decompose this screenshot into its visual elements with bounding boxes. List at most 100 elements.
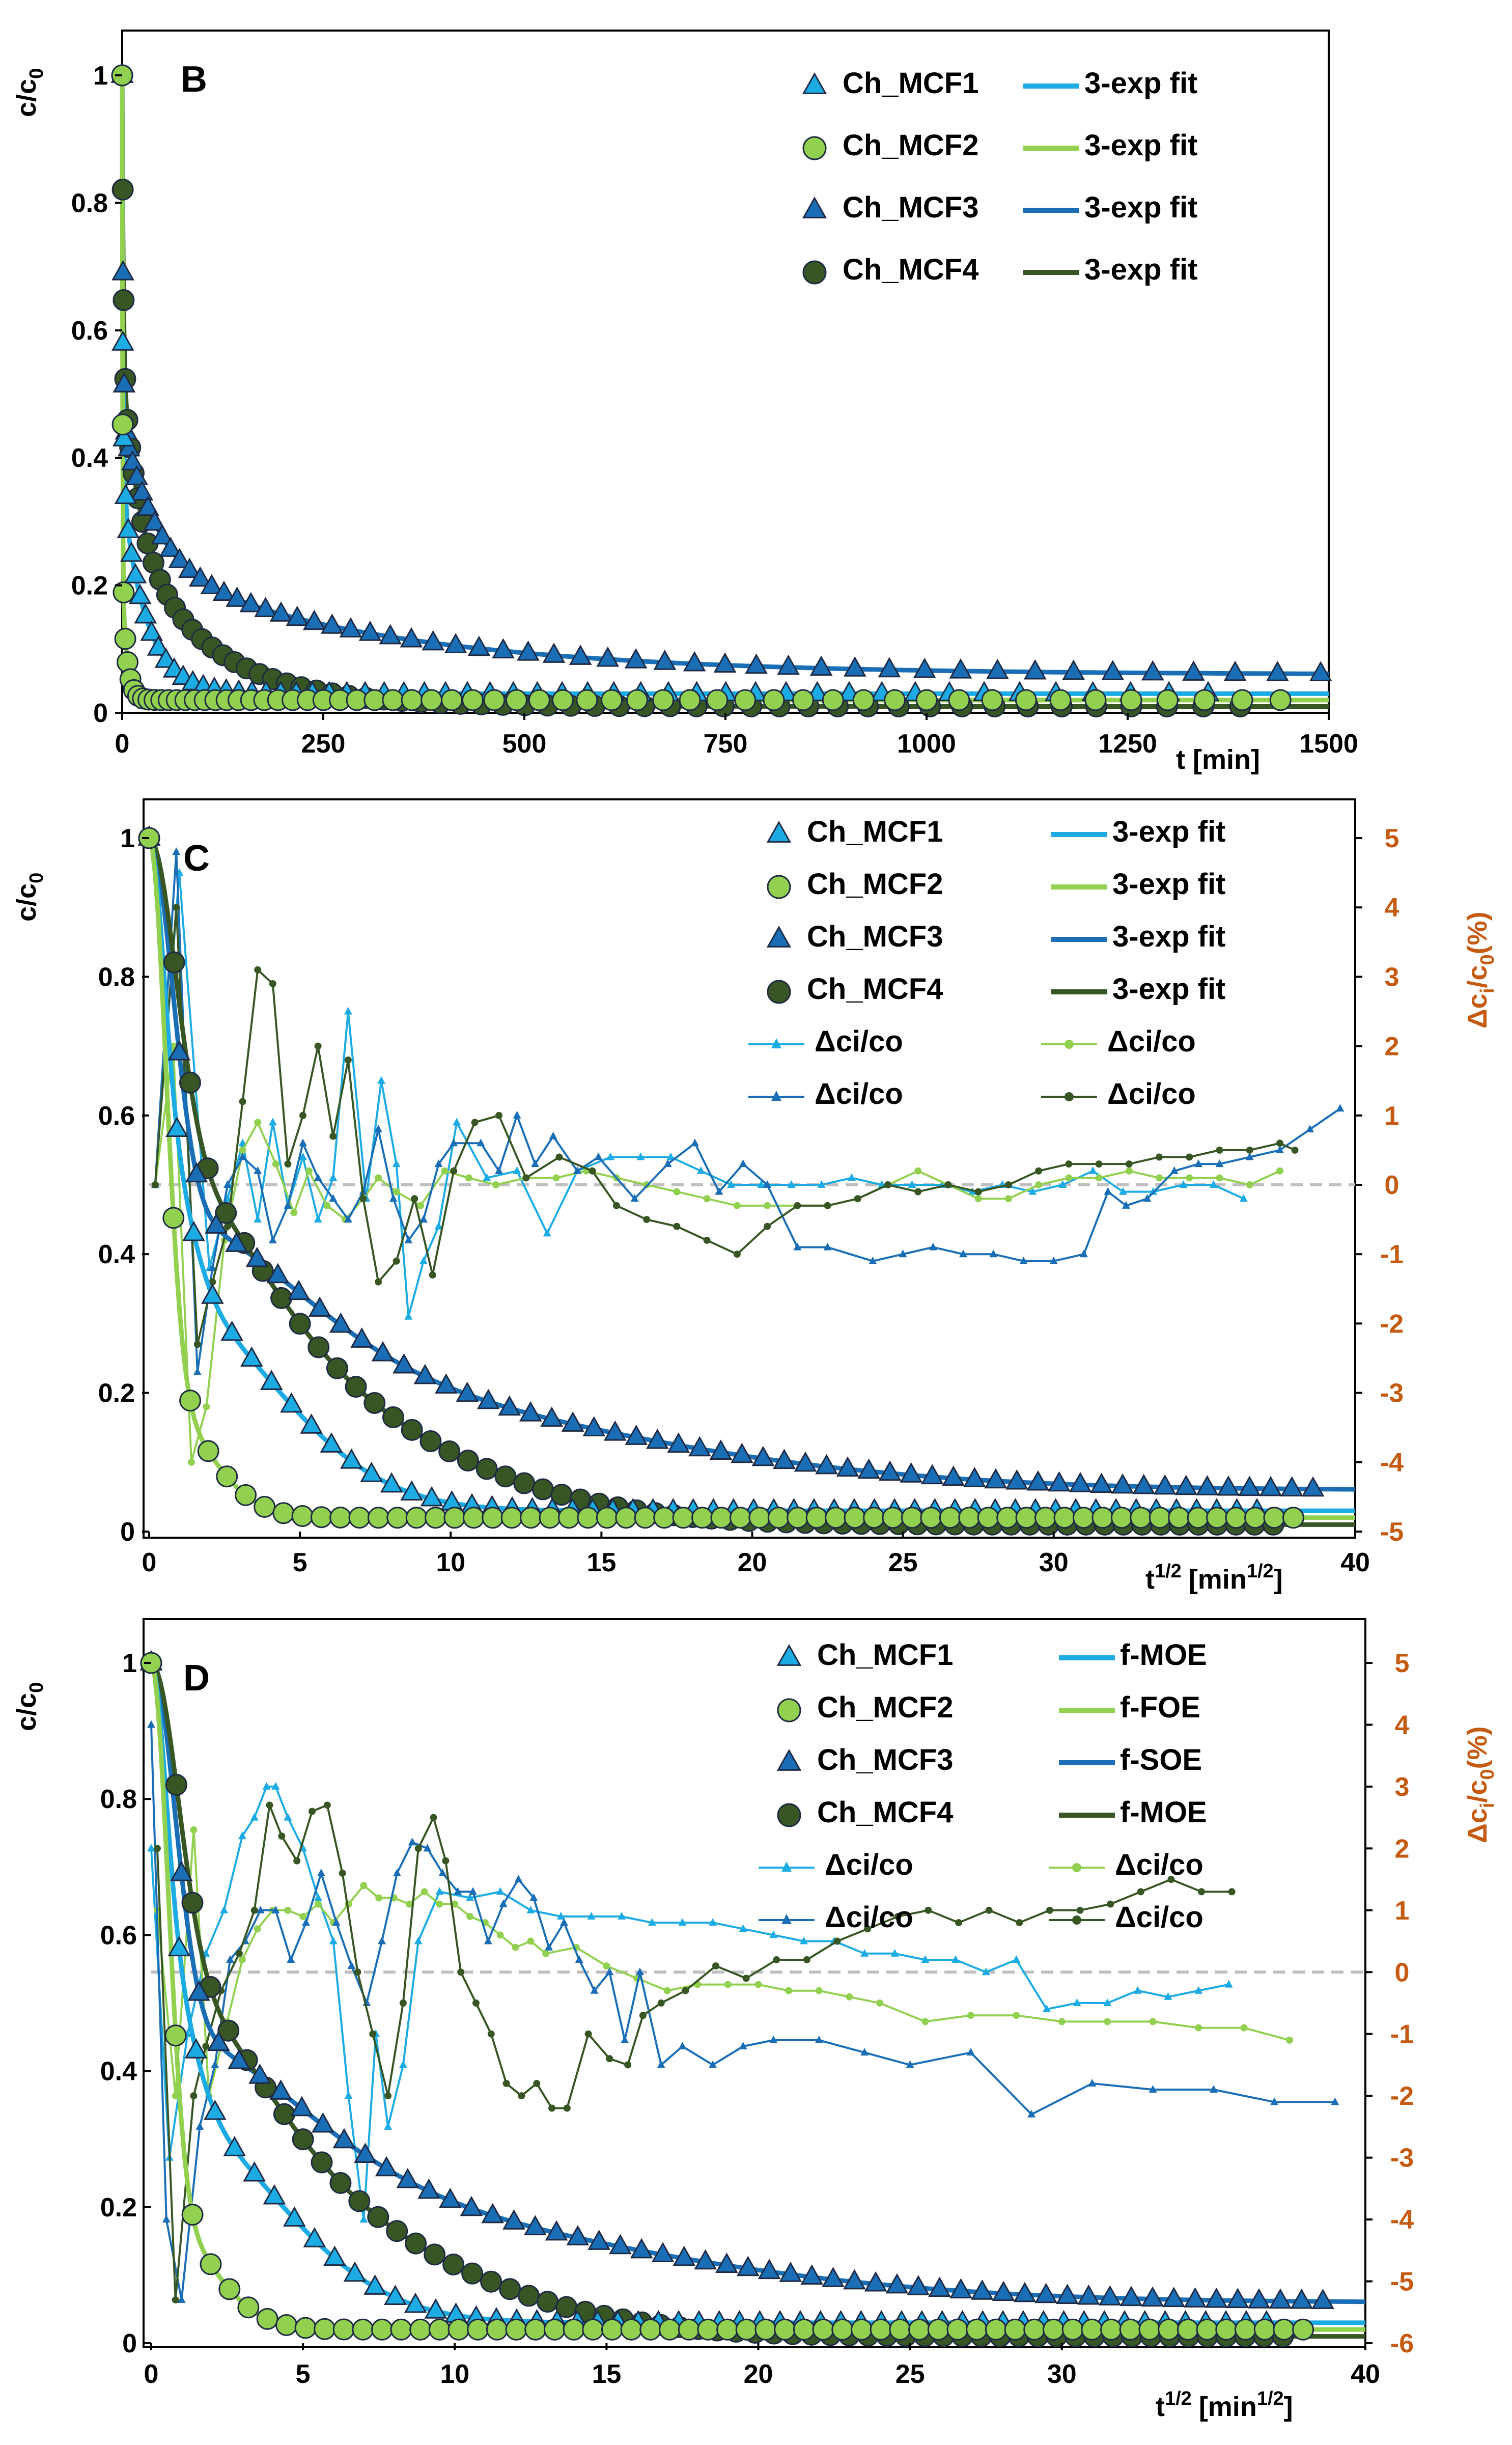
c-data-point-mcf2: [844, 1507, 866, 1529]
c-residual-point-mcf2: [552, 1174, 560, 1182]
d-data-point-mcf3: [949, 2278, 972, 2299]
d-data-point-mcf2: [1196, 2318, 1218, 2341]
d-residual-point-mcf3: [287, 1955, 295, 1963]
d-data-point-mcf3: [758, 2259, 781, 2280]
c-data-point-mcf4: [401, 1419, 423, 1441]
c-legend-label: Δci/co: [1107, 1025, 1196, 1058]
d-residual-point-mcf1: [466, 1893, 474, 1901]
c-xtick-label: 10: [436, 1548, 465, 1577]
c-residual-point-mcf3: [763, 1180, 772, 1188]
c-residual-point-mcf4: [1035, 1167, 1043, 1175]
d-data-point-mcf4: [537, 2291, 559, 2313]
c-residual-point-mcf1: [757, 1180, 766, 1188]
d-legend-label: Δci/co: [825, 1901, 913, 1934]
d-residual-point-mcf1: [678, 1918, 687, 1926]
b-data-point-mcf2: [1156, 689, 1179, 711]
d-residual-point-mcf1: [435, 1887, 444, 1895]
c-y2tick-label: 3: [1385, 962, 1399, 992]
b-data-point-mcf2: [483, 689, 506, 711]
d-data-point-mcf2: [486, 2318, 508, 2341]
c-data-point-mcf2: [1072, 1507, 1095, 1529]
c-data-point-mcf3: [794, 1451, 817, 1472]
d-data-point-mcf3: [736, 2256, 760, 2276]
c-data-point-mcf3: [731, 1442, 753, 1463]
d-data-point-mcf3: [1077, 2284, 1100, 2305]
d-legend-label: f-MOE: [1120, 1796, 1207, 1829]
c-data-point-mcf3: [1153, 1474, 1177, 1495]
c-data-point-mcf3: [205, 1213, 228, 1234]
c-data-point-mcf2: [1206, 1507, 1228, 1529]
c-data-point-mcf3: [709, 1439, 733, 1460]
c-data-point-mcf4: [345, 1376, 367, 1398]
d-residual-point-mcf1: [739, 1924, 747, 1932]
d-residual-point-mcf4: [864, 1925, 872, 1933]
d-data-point-mcf2: [1004, 2318, 1026, 2341]
c-data-point-mcf1: [360, 1461, 383, 1482]
c-legend-marker-mcf3: [771, 1091, 781, 1101]
c-residual-point-mcf4: [193, 1341, 201, 1348]
c-residual-point-mcf4: [974, 1188, 982, 1196]
panel-b-series: [110, 62, 1332, 717]
c-data-point-mcf3: [498, 1395, 521, 1416]
d-data-point-mcf2: [524, 2318, 547, 2341]
b-data-point-mcf3: [1141, 660, 1164, 681]
c-data-point-mcf3: [561, 1411, 584, 1432]
c-residual-point-mcf2: [187, 1458, 195, 1466]
c-data-point-mcf2: [1149, 1507, 1171, 1529]
d-legend-marker-mcf1: [776, 1644, 802, 1666]
c-data-point-mcf2: [1187, 1507, 1209, 1529]
d-residual-point-mcf2: [1104, 2018, 1111, 2025]
c-data-point-mcf3: [836, 1456, 859, 1477]
c-data-point-mcf2: [577, 1507, 599, 1529]
c-residual-point-mcf3: [374, 1125, 383, 1133]
c-data-point-mcf2: [901, 1507, 923, 1529]
d-residual-point-mcf4: [773, 1956, 780, 1963]
c-residual-point-mcf1: [377, 1076, 386, 1084]
d-residual-point-mcf1: [314, 1893, 322, 1901]
d-residual-point-mcf3: [621, 2035, 629, 2043]
d-data-point-mcf2: [908, 2318, 931, 2341]
c-xtick-label: 20: [738, 1548, 767, 1577]
b-legend-label: Ch_MCF3: [843, 191, 978, 224]
c-data-point-mcf3: [1195, 1475, 1219, 1495]
d-residual-point-mcf3: [605, 1967, 614, 1976]
c-data-point-mcf3: [773, 1449, 796, 1469]
c-data-point-mcf2: [425, 1507, 447, 1529]
c-residual-point-mcf3: [1170, 1166, 1179, 1174]
c-residual-point-mcf4: [1276, 1140, 1283, 1147]
b-data-point-mcf2: [1269, 689, 1292, 711]
d-xtick-label: 40: [1351, 2359, 1380, 2389]
d-data-point-mcf3: [822, 2267, 845, 2287]
d-residual-point-mcf3: [678, 2042, 687, 2050]
c-residual-point-mcf2: [1065, 1174, 1073, 1182]
d-legend-marker-mcf4: [777, 1803, 801, 1827]
c-residual-point-mcf1: [696, 1166, 705, 1174]
c-residual-point-mcf1: [314, 1215, 322, 1223]
c-data-point-mcf2: [729, 1507, 751, 1529]
b-data-point-mcf3: [569, 645, 592, 665]
c-data-point-mcf3: [185, 1162, 208, 1183]
d-data-point-mcf3: [354, 2143, 377, 2163]
panel-d: 0 0.2 0.4 0.6 0.8 1 -6 -5 -4 -3 -2 -1 0 1 2 3 4 5 0 5 10 15 20…: [11, 1618, 1498, 2422]
d-residual-point-mcf1: [1073, 1998, 1081, 2006]
d-residual-point-mcf2: [299, 1912, 307, 1920]
d-data-point-mcf3: [187, 1980, 211, 2001]
d-data-point-mcf1: [303, 2227, 326, 2247]
d-residual-point-mcf3: [815, 2035, 823, 2043]
c-residual-point-mcf4: [794, 1202, 801, 1209]
d-residual-point-mcf3: [423, 1844, 432, 1852]
d-data-point-mcf1: [343, 2261, 367, 2282]
d-legend-marker-mcf3: [776, 1748, 802, 1771]
d-y2tick-label: -6: [1390, 2329, 1414, 2358]
d-residual-point-mcf1: [799, 1936, 808, 1944]
d-data-point-mcf2: [793, 2318, 815, 2341]
c-residual-point-mcf3: [254, 1166, 262, 1174]
b-data-point-mcf3: [713, 652, 737, 673]
d-residual-point-mcf1: [238, 1831, 246, 1840]
c-residual-point-mcf4: [269, 980, 276, 988]
c-data-point-mcf1: [300, 1413, 323, 1434]
c-residual-point-mcf2: [465, 1174, 472, 1182]
d-data-point-mcf2: [409, 2318, 432, 2341]
c-residual-point-mcf2: [305, 1167, 313, 1175]
c-legend-label: 3-exp fit: [1112, 973, 1225, 1006]
